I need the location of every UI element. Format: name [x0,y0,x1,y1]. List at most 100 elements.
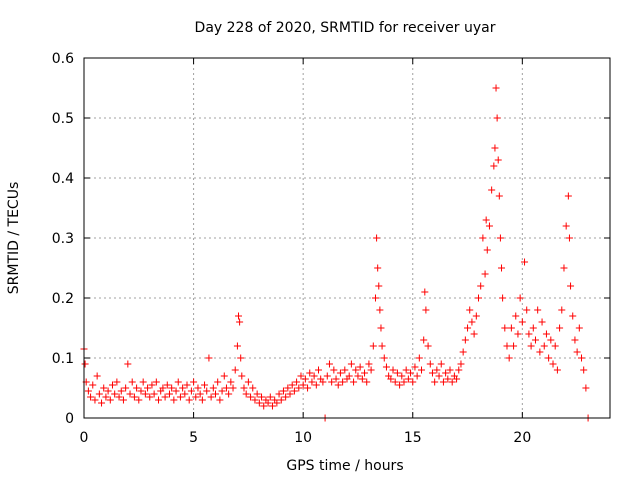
x-tick-label: 10 [294,430,312,446]
data-point [444,375,452,383]
data-point [181,390,189,398]
data-point [562,222,570,230]
data-point [253,390,261,398]
data-point [375,282,383,290]
data-point [290,387,298,395]
data-point [448,378,456,386]
data-point [488,186,496,194]
data-point [553,366,561,374]
data-point [336,369,344,377]
data-point [496,234,504,242]
data-point [155,396,163,404]
data-point [418,366,426,374]
data-point [150,390,158,398]
data-point [421,288,429,296]
data-point [446,366,454,374]
data-point [547,336,555,344]
data-point [507,324,515,332]
data-point [273,399,281,407]
data-point [168,384,176,392]
data-point [229,384,237,392]
data-point [499,294,507,302]
data-point [490,162,498,170]
data-point [293,378,301,386]
data-point [371,294,379,302]
data-point [341,366,349,374]
data-point [411,363,419,371]
data-point [220,372,228,380]
data-point [470,330,478,338]
data-point [575,324,583,332]
data-point [376,306,384,314]
data-point [119,396,127,404]
data-point [387,375,395,383]
data-point [268,402,276,410]
data-point [407,369,415,377]
data-point [518,318,526,326]
data-point [393,369,401,377]
data-point [304,384,312,392]
data-point [455,366,463,374]
data-point [159,384,167,392]
data-point [81,360,89,368]
data-point [111,390,119,398]
y-tick-label: 0 [65,411,74,427]
data-point [564,192,572,200]
data-point [426,360,434,368]
data-point [137,387,145,395]
data-point [358,375,366,383]
data-point [468,318,476,326]
data-point [398,372,406,380]
data-point [382,363,390,371]
data-point [255,399,263,407]
data-point [435,372,443,380]
data-point [400,378,408,386]
x-tick-label: 15 [404,430,422,446]
data-point [551,342,559,350]
data-point [516,294,524,302]
data-point [437,360,445,368]
data-point [365,360,373,368]
data-point [536,348,544,356]
data-point [141,390,149,398]
data-point [356,363,364,371]
data-point [580,366,588,374]
data-point [491,144,499,152]
data-point [205,354,213,362]
data-point [196,390,204,398]
data-point [396,381,404,389]
data-point [187,387,195,395]
data-point [433,366,441,374]
data-point [363,378,371,386]
data-point [328,378,336,386]
data-point [514,330,522,338]
data-point [310,372,318,380]
data-point [95,390,103,398]
data-point [148,381,156,389]
data-point [482,216,490,224]
data-point [347,360,355,368]
y-tick-label: 0.2 [52,291,74,307]
data-point [578,354,586,362]
y-tick-label: 0.3 [52,231,74,247]
data-point [391,378,399,386]
data-point [389,366,397,374]
y-axis-label: SRMTID / TECUs [6,182,22,295]
data-point [218,387,226,395]
data-point [510,342,518,350]
data-point [286,390,294,398]
data-point [192,393,200,401]
data-point [540,342,548,350]
data-point [477,282,485,290]
data-points [80,84,592,422]
data-point [457,360,465,368]
data-point [264,399,272,407]
data-point [424,342,432,350]
data-point [380,354,388,362]
y-tick-label: 0.4 [52,171,74,187]
data-point [377,324,385,332]
data-point [251,396,259,404]
data-point [236,318,244,326]
data-point [235,312,243,320]
